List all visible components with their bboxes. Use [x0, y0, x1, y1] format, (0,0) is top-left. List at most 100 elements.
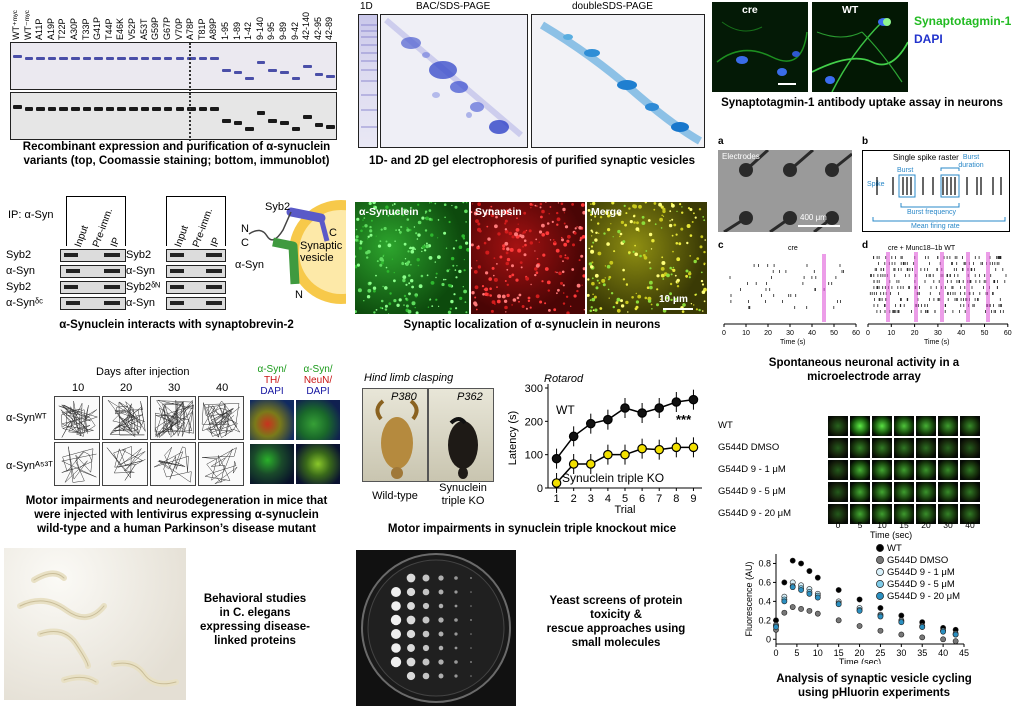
speckle: [661, 214, 663, 217]
speckle: [428, 217, 432, 221]
speckle: [434, 202, 437, 205]
immunoblot-band: [291, 127, 301, 131]
lane-label: T44P: [103, 18, 114, 40]
coomassie-band: [326, 75, 335, 78]
speckle: [405, 297, 408, 300]
ip-blot-right: Syb2 α-Syn Syb2ᵟᴺ α-Syn: [106, 248, 231, 312]
speckle: [452, 247, 455, 250]
y-axis-label: Fluorescence (AU): [744, 561, 754, 636]
speckle: [375, 274, 377, 277]
data-point: [835, 617, 842, 624]
speckle: [539, 202, 543, 206]
data-point: [551, 453, 562, 464]
speckle: [620, 299, 623, 303]
speckle: [594, 215, 597, 218]
coomassie-band: [163, 57, 173, 60]
speckle: [364, 224, 368, 228]
speckle: [431, 305, 434, 307]
caption-clasping: Motor impairments in synuclein triple kn…: [387, 523, 677, 535]
legend-marker: [876, 568, 884, 576]
speckle: [693, 212, 695, 215]
immunoblot-band: [210, 107, 219, 111]
speckle: [493, 257, 496, 260]
caption-line: rescue approaches using: [546, 623, 686, 635]
speckle: [561, 270, 565, 274]
ip-col-label: IP: [109, 236, 123, 249]
speckle: [599, 307, 603, 310]
coomassie-band: [175, 57, 185, 60]
speckle: [489, 294, 492, 297]
raster-tick-label: 60: [1004, 330, 1012, 337]
speckle: [377, 244, 382, 248]
speckle: [355, 265, 358, 269]
speckle: [669, 220, 671, 222]
stain-labels-1: α-Syn/ TH/ DAPI: [250, 364, 294, 397]
speckle: [634, 307, 638, 311]
label-wt: WT: [842, 4, 859, 16]
speckle: [645, 250, 648, 252]
speckle: [379, 257, 384, 262]
yeast-spot: [454, 590, 458, 594]
speckle: [398, 298, 402, 302]
speckle: [693, 304, 695, 306]
speckle: [594, 273, 599, 278]
speckle: [594, 308, 598, 312]
raster-tick-label: 0: [722, 330, 726, 337]
speckle: [447, 310, 452, 314]
data-point: [898, 619, 905, 626]
speckle: [593, 295, 597, 299]
raster-title: Single spike raster: [893, 153, 959, 162]
raster-c-title: cre: [788, 245, 798, 252]
phluorin-tile: [872, 460, 892, 480]
phluorin-image-grid: [828, 416, 982, 526]
speckle: [356, 263, 360, 267]
caption-line: Behavioral studies: [203, 593, 307, 605]
speckle: [606, 264, 611, 269]
speckle: [703, 219, 706, 222]
phluorin-tile: [894, 460, 914, 480]
speckle: [689, 234, 693, 237]
data-point: [940, 636, 947, 643]
speckle: [473, 270, 478, 274]
speckle: [410, 264, 412, 266]
speckle: [408, 292, 411, 296]
caption-mea: Spontaneous neuronal activity in a micro…: [714, 356, 1014, 384]
speckle: [560, 202, 564, 206]
speckle: [375, 235, 377, 237]
lane-label: E46K: [115, 17, 126, 40]
speckle: [562, 207, 566, 212]
speckle: [616, 297, 621, 302]
speckle: [549, 206, 552, 208]
age-left: P380: [391, 391, 417, 403]
mea-electrodes: Electrodes 400 μm: [718, 150, 852, 232]
speckle: [639, 254, 642, 258]
speckle: [592, 309, 595, 311]
phluorin-tile: [872, 482, 892, 502]
speckle: [590, 219, 592, 221]
mea-scale-a: 400 μm: [800, 213, 827, 222]
coomassie-band: [94, 57, 103, 60]
micro-synapsin: Synapsin: [471, 202, 585, 314]
x-tick-label: 20: [855, 648, 865, 658]
phluorin-time-label: Time (sec): [870, 530, 913, 540]
speckle: [521, 305, 525, 308]
speckle: [515, 278, 519, 282]
speckle: [651, 308, 653, 310]
yeast-spot: [438, 603, 444, 609]
speckle: [373, 289, 376, 293]
speckle: [423, 244, 426, 246]
raster-mean-firing: Mean firing rate: [911, 223, 960, 230]
speckle: [474, 296, 477, 299]
speckle: [556, 211, 559, 215]
phluorin-tile: [960, 416, 980, 436]
speckle: [635, 292, 637, 295]
speckle: [625, 283, 629, 286]
speckle: [517, 223, 519, 225]
speckle: [380, 261, 384, 265]
speckle: [699, 245, 703, 249]
speckle: [557, 288, 560, 292]
ip-blot-strip: [166, 281, 226, 294]
phluorin-time-tick: 20: [921, 520, 931, 530]
raster-d-marks: [869, 252, 1007, 322]
data-point: [806, 607, 813, 614]
